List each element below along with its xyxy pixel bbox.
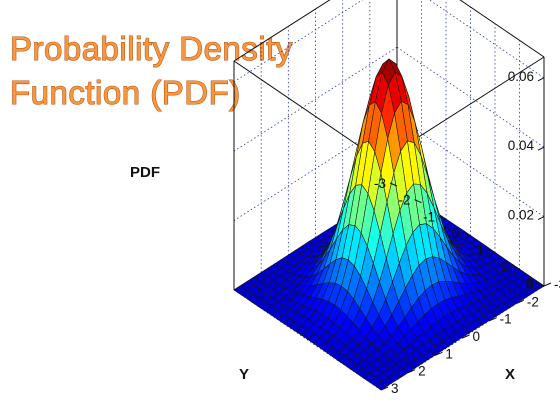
x-tick-mark bbox=[462, 334, 470, 339]
y-tick-mark bbox=[389, 182, 398, 187]
surface-mesh bbox=[233, 58, 545, 391]
chart-title-line-1: Probability Density bbox=[10, 30, 293, 67]
z-tick-label: 0 bbox=[526, 277, 534, 292]
box-edge bbox=[233, 60, 382, 162]
grid-line-back-left bbox=[396, 116, 545, 217]
z-tick-label: 0.06 bbox=[508, 69, 534, 84]
y-tick-mark bbox=[512, 265, 520, 270]
x-tick-mark bbox=[380, 386, 389, 391]
z-tick-mark bbox=[537, 77, 545, 82]
x-tick-label: -3 bbox=[554, 277, 560, 292]
chart-title-line-2: Function (PDF) bbox=[10, 74, 241, 111]
grid-line-back-left bbox=[396, 46, 545, 148]
x-tick-label: 1 bbox=[445, 346, 453, 361]
x-tick-mark bbox=[543, 282, 552, 287]
y-tick-label: 2 bbox=[501, 259, 509, 274]
y-tick-mark bbox=[463, 232, 471, 237]
x-tick-label: 0 bbox=[473, 329, 481, 344]
y-tick-mark bbox=[536, 282, 545, 287]
grid-line-back-right bbox=[233, 46, 398, 152]
y-tick-label: -3 bbox=[374, 176, 386, 191]
y-tick-label: 0 bbox=[452, 226, 460, 241]
box-edge bbox=[233, 0, 331, 62]
z-tick-mark bbox=[537, 146, 545, 151]
box-edge bbox=[459, 0, 545, 58]
x-tick-mark bbox=[435, 351, 443, 356]
x-tick-mark bbox=[407, 369, 416, 374]
y-tick-label: -2 bbox=[398, 193, 410, 208]
grid-line-back-left bbox=[428, 0, 545, 79]
y-axis-label: Y bbox=[239, 366, 249, 383]
grid-line-back-right bbox=[233, 0, 363, 83]
x-tick-label: -2 bbox=[527, 294, 539, 309]
x-axis-label: X bbox=[505, 366, 515, 383]
z-tick-mark bbox=[537, 216, 545, 221]
axis-ticks: 0 0.02 0.04 0.06 -3 -2 -1 0 1 2 3 -3 -2 -1 0 1 2 3 bbox=[374, 69, 560, 396]
x-tick-mark bbox=[516, 299, 525, 304]
y-tick-mark bbox=[414, 199, 422, 204]
z-tick-mark bbox=[537, 285, 545, 290]
z-tick-label: 0.02 bbox=[508, 208, 534, 223]
y-tick-mark bbox=[487, 249, 496, 254]
x-tick-label: 2 bbox=[418, 364, 426, 379]
y-tick-label: -1 bbox=[423, 209, 435, 224]
y-tick-label: 3 bbox=[525, 276, 533, 291]
y-tick-mark bbox=[438, 215, 447, 220]
z-axis-label: PDF bbox=[130, 164, 160, 181]
x-tick-mark bbox=[489, 317, 497, 322]
y-tick-label: 1 bbox=[476, 243, 484, 258]
x-tick-label: -1 bbox=[500, 312, 512, 327]
z-tick-label: 0.04 bbox=[508, 138, 535, 153]
x-tick-label: 3 bbox=[391, 381, 399, 396]
